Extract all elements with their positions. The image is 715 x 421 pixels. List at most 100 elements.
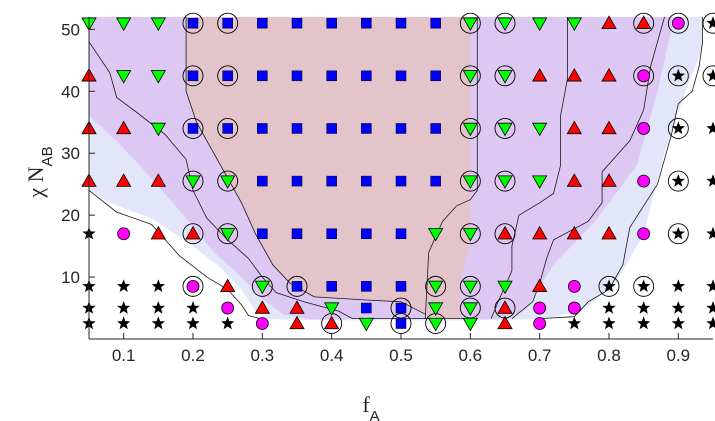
marker-star-0.95-51 xyxy=(706,16,715,29)
boundary-line-b7 xyxy=(89,190,263,320)
marker-star-0.2-5 xyxy=(186,301,200,314)
marker-ring-0.95-51 xyxy=(702,12,715,34)
marker-square-0.55-42.5 xyxy=(430,70,441,82)
marker-triangle-up-0.8-17 xyxy=(601,225,617,240)
marker-ring-0.2-34 xyxy=(182,118,204,139)
marker-star-0.9-2.5 xyxy=(671,316,685,330)
x-tick-label: 0.2 xyxy=(181,346,205,365)
marker-star-0.95-2.5 xyxy=(706,316,715,330)
marker-square-0.3-17 xyxy=(257,228,268,239)
marker-triangle-down-0.1-42.5 xyxy=(115,70,132,84)
marker-star-0.75-2.5 xyxy=(567,316,581,330)
x-tick-label: 0.4 xyxy=(320,346,344,365)
marker-star-0.9-8.5 xyxy=(671,279,685,292)
marker-star-0.1-5 xyxy=(117,301,131,314)
marker-star-0.25-2.5 xyxy=(221,316,235,330)
marker-square-0.5-8.5 xyxy=(395,281,407,292)
marker-ring-0.85-42.5 xyxy=(633,65,655,87)
marker-triangle-up-0.8-42.5 xyxy=(601,68,617,82)
marker-star-0.9-34 xyxy=(671,121,685,135)
marker-triangle-up-0.3-5 xyxy=(254,300,271,314)
marker-ring-0.85-8.5 xyxy=(633,275,655,297)
marker-square-0.45-42.5 xyxy=(361,70,372,82)
phase-regions xyxy=(89,17,703,321)
y-axis-label: χ NAB xyxy=(23,146,56,198)
marker-star-0.95-25.5 xyxy=(706,174,715,187)
marker-ring-0.55-8.5 xyxy=(425,275,447,297)
marker-ring-0.25-17 xyxy=(217,223,239,245)
marker-circle-0.7-5 xyxy=(533,301,547,315)
marker-circle-0.2-8.5 xyxy=(186,279,200,293)
marker-ring-0.5-5 xyxy=(390,297,412,319)
marker-triangle-up-0.75-25.5 xyxy=(566,173,583,187)
marker-square-0.5-2.5 xyxy=(395,318,407,329)
marker-ring-0.6-8.5 xyxy=(459,275,481,297)
marker-triangle-up-0.7-42.5 xyxy=(531,68,548,82)
marker-star-0.9-25.5 xyxy=(671,174,685,187)
marker-triangle-up-0.25-8.5 xyxy=(219,278,236,293)
marker-triangle-up-0.7-17 xyxy=(531,225,548,240)
marker-square-0.45-5 xyxy=(361,302,372,314)
marker-triangle-up-0.75-17 xyxy=(566,225,583,240)
marker-ring-0.2-8.5 xyxy=(182,275,204,297)
marker-triangle-up-0.8-34 xyxy=(601,120,617,135)
marker-triangle-down-0.6-42.5 xyxy=(462,70,479,84)
marker-ring-0.95-42.5 xyxy=(702,65,715,87)
marker-ring-0.85-51 xyxy=(633,12,655,34)
marker-square-0.35-17 xyxy=(291,228,303,239)
marker-ring-0.9-42.5 xyxy=(667,65,689,87)
marker-triangle-down-0.65-8.5 xyxy=(497,280,513,295)
marker-star-0.95-42.5 xyxy=(706,68,715,82)
marker-triangle-down-0.15-42.5 xyxy=(150,70,167,84)
x-tick-label: 0.8 xyxy=(597,346,621,365)
marker-ring-0.6-25.5 xyxy=(459,170,481,192)
x-tick-label: 0.5 xyxy=(389,346,413,365)
marker-triangle-down-0.65-34 xyxy=(497,122,513,137)
marker-square-0.35-34 xyxy=(291,123,303,134)
marker-ring-0.65-34 xyxy=(494,118,516,139)
marker-triangle-down-0.1-51 xyxy=(115,17,132,31)
marker-triangle-down-0.4-5 xyxy=(323,302,340,316)
marker-ring-0.65-51 xyxy=(494,12,516,34)
x-tick-label: 0.7 xyxy=(528,346,552,365)
marker-square-0.5-34 xyxy=(395,123,407,134)
marker-triangle-down-0.55-8.5 xyxy=(427,280,444,295)
marker-circle-0.85-25.5 xyxy=(637,174,651,188)
marker-triangle-down-0.7-51 xyxy=(531,17,548,31)
marker-square-0.35-8.5 xyxy=(291,281,303,292)
region-inner xyxy=(186,17,471,319)
marker-square-0.3-25.5 xyxy=(257,175,268,187)
marker-square-0.35-42.5 xyxy=(291,70,303,82)
marker-square-0.4-8.5 xyxy=(326,281,337,292)
marker-triangle-down-0.2-25.5 xyxy=(185,175,201,189)
marker-triangle-up-0.2-17 xyxy=(185,225,201,240)
marker-star-0.95-8.5 xyxy=(706,279,715,292)
marker-square-0.55-34 xyxy=(430,123,441,134)
marker-triangle-down-0.6-5 xyxy=(462,302,479,316)
marker-triangle-up-0.4-2.5 xyxy=(323,315,340,330)
marker-ring-0.65-17 xyxy=(494,223,516,245)
marker-triangle-up-0.7-8.5 xyxy=(531,278,548,293)
marker-triangle-down-0.55-2.5 xyxy=(427,317,444,332)
marker-circle-0.7-2.5 xyxy=(533,317,547,330)
marker-square-0.5-5 xyxy=(395,302,407,314)
marker-triangle-down-0.7-34 xyxy=(531,122,548,137)
marker-ring-0.65-25.5 xyxy=(494,170,516,192)
marker-triangle-down-0.6-25.5 xyxy=(462,175,479,189)
boundary-line-b3 xyxy=(424,17,478,319)
marker-triangle-down-0.25-17 xyxy=(219,228,236,242)
marker-ring-0.9-51 xyxy=(667,12,689,34)
marker-square-0.55-25.5 xyxy=(430,175,441,187)
marker-triangle-up-0.65-5 xyxy=(497,300,513,314)
marker-ring-0.65-42.5 xyxy=(494,65,516,87)
axes: 0.1 0.2 0.3 0.4 0.5 0.6 0.7 0.8 0.9 10 20 30 40 50 xyxy=(61,17,713,365)
marker-square-0.5-25.5 xyxy=(395,175,407,187)
marker-ring-0.9-17 xyxy=(667,223,689,245)
marker-ring-0.6-51 xyxy=(459,12,481,34)
marker-star-0.2-2.5 xyxy=(186,316,200,330)
marker-triangle-down-0.65-25.5 xyxy=(497,175,513,189)
marker-square-0.2-42.5 xyxy=(187,70,199,82)
marker-square-0.4-17 xyxy=(326,228,337,239)
marker-triangle-down-0.55-17 xyxy=(427,228,444,242)
marker-circle-0.85-17 xyxy=(637,227,651,241)
